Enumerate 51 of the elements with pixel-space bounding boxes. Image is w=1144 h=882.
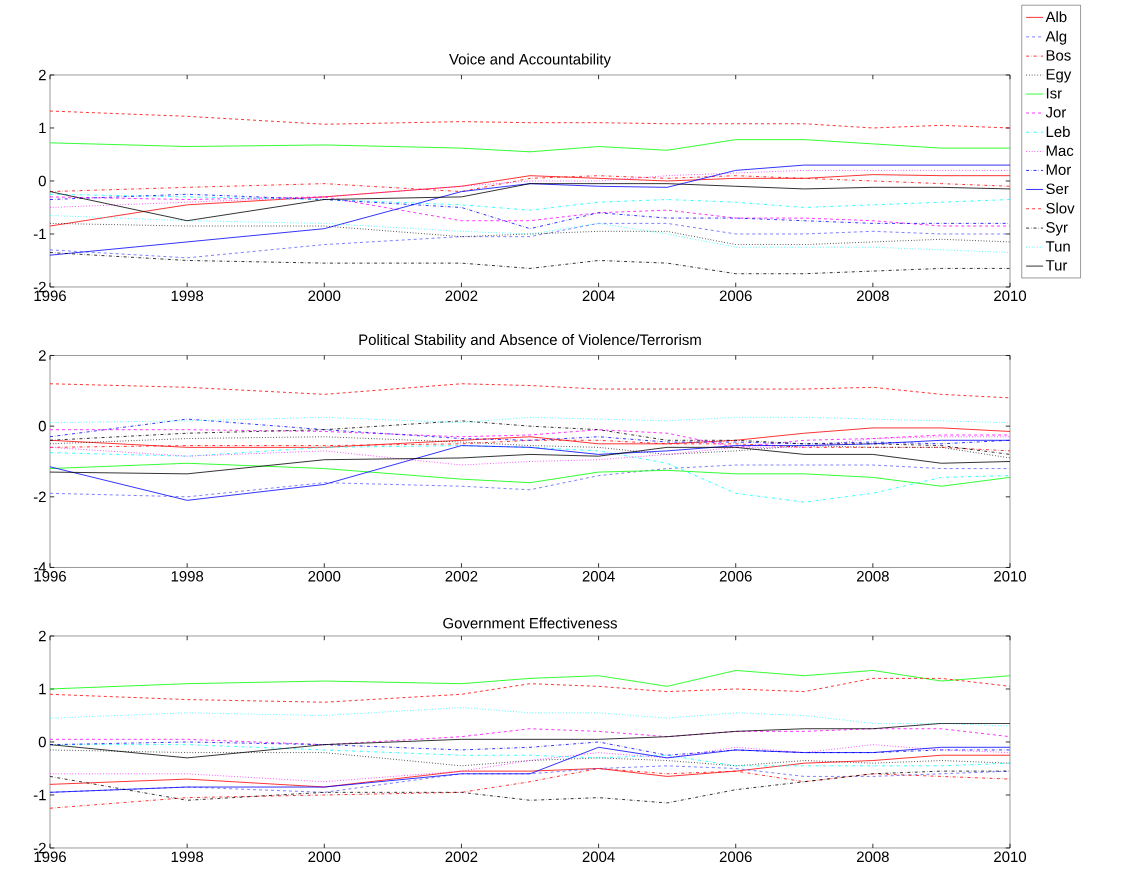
x-tick-label: 2002 bbox=[445, 851, 478, 863]
x-tick-label: 2006 bbox=[719, 571, 752, 582]
legend-label: Mac bbox=[1046, 145, 1074, 156]
x-tick-label: 1998 bbox=[171, 571, 204, 582]
y-tick-label: 0 bbox=[38, 420, 46, 432]
y-tick-label: 0 bbox=[38, 175, 46, 187]
y-tick-label: -4 bbox=[33, 562, 47, 573]
y-tick-label: -2 bbox=[33, 491, 46, 503]
x-tick-label: 1996 bbox=[34, 571, 66, 582]
legend-label: Syr bbox=[1046, 222, 1068, 236]
legend-label: Bos bbox=[1046, 50, 1071, 61]
legend-label: Jor bbox=[1045, 107, 1067, 118]
x-tick-label: 2000 bbox=[308, 571, 341, 582]
legend-label: Egy bbox=[1046, 69, 1072, 83]
legend-label: Tun bbox=[1045, 241, 1070, 252]
x-tick-label: 1998 bbox=[171, 851, 204, 863]
y-tick-label: 2 bbox=[38, 630, 46, 642]
legend-label: Mor bbox=[1046, 164, 1071, 175]
y-tick-label: 0 bbox=[38, 736, 46, 748]
x-tick-label: 2008 bbox=[857, 290, 889, 302]
chart-title: Political Stability and Absence of Violence/Terrorism bbox=[359, 334, 701, 348]
legend-label: Isr bbox=[1046, 88, 1062, 99]
legend-label: Ser bbox=[1046, 183, 1069, 195]
x-tick-label: 2002 bbox=[445, 290, 478, 302]
legend-label: Slov bbox=[1046, 202, 1075, 214]
chart-title: Government Effectiveness bbox=[443, 617, 617, 629]
x-tick-label: 2000 bbox=[308, 851, 341, 863]
x-tick-label: 2006 bbox=[719, 851, 752, 863]
x-tick-label: 2010 bbox=[994, 571, 1027, 582]
legend-label: Leb bbox=[1046, 126, 1070, 138]
y-tick-label: 2 bbox=[38, 69, 46, 81]
y-tick-label: 2 bbox=[38, 350, 46, 361]
x-tick-label: 2010 bbox=[994, 290, 1027, 302]
legend-label: Tur bbox=[1045, 260, 1068, 271]
x-tick-label: 2008 bbox=[857, 571, 889, 582]
y-tick-label: -1 bbox=[33, 228, 46, 240]
y-tick-label: 1 bbox=[39, 122, 46, 134]
legend-label: Alg bbox=[1045, 30, 1067, 45]
y-tick-label: 1 bbox=[39, 683, 46, 695]
y-tick-label: -1 bbox=[33, 789, 46, 801]
x-tick-label: 2010 bbox=[994, 851, 1027, 863]
x-tick-label: 2006 bbox=[719, 290, 752, 302]
x-tick-label: 2004 bbox=[582, 290, 615, 302]
x-tick-label: 2004 bbox=[582, 851, 615, 863]
x-tick-label: 1998 bbox=[171, 290, 204, 302]
x-tick-label: 2004 bbox=[582, 571, 615, 582]
x-tick-label: 2000 bbox=[308, 290, 341, 302]
x-tick-label: 2002 bbox=[445, 571, 478, 582]
chart-title: Voice and Accountability bbox=[449, 53, 611, 68]
legend-label: Alb bbox=[1045, 11, 1067, 23]
x-tick-label: 2008 bbox=[857, 851, 889, 863]
